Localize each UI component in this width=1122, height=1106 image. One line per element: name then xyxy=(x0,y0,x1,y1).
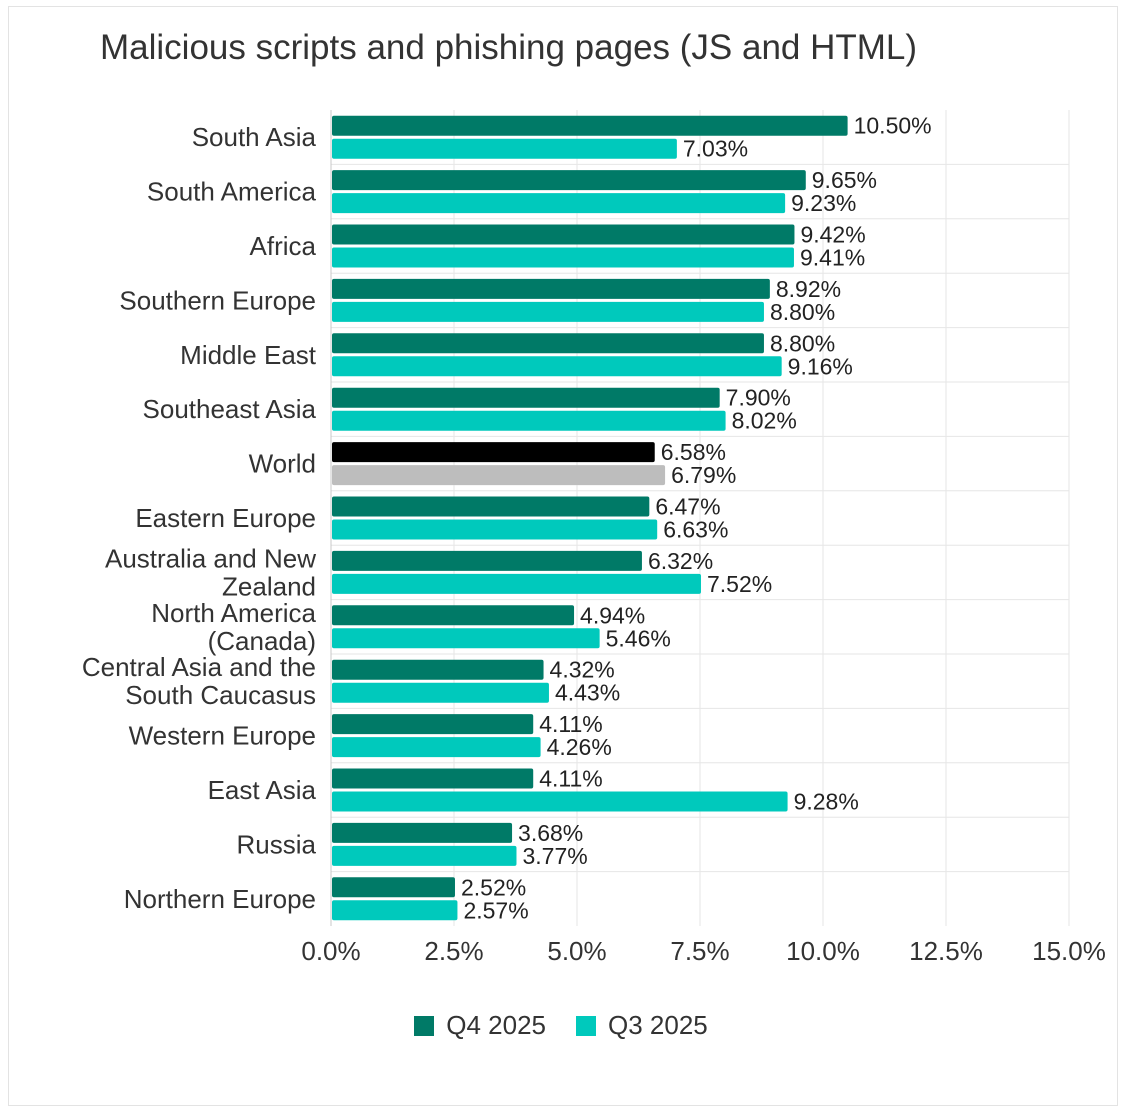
bar-q4 xyxy=(332,768,534,789)
bar-q3 xyxy=(332,900,458,921)
bar-q3 xyxy=(332,682,549,703)
category-label: Russia xyxy=(237,829,317,859)
bar-q4 xyxy=(332,170,806,191)
category-label: Northern Europe xyxy=(124,884,316,914)
category-label: Middle East xyxy=(180,340,317,370)
legend-item-q3[interactable]: Q3 2025 xyxy=(576,1010,708,1041)
bar-q3 xyxy=(332,737,541,758)
bar-q4 xyxy=(332,822,513,843)
legend-swatch-q4 xyxy=(414,1015,435,1036)
data-label: 6.47% xyxy=(655,494,720,520)
data-label: 8.80% xyxy=(770,299,835,325)
data-label: 6.32% xyxy=(648,548,713,574)
data-label: 2.57% xyxy=(463,897,528,923)
bar-q3 xyxy=(332,791,788,812)
bar-q4 xyxy=(332,278,770,299)
bar-q4 xyxy=(332,115,848,136)
bar-q4 xyxy=(332,333,764,354)
data-label: 8.02% xyxy=(732,408,797,434)
legend: Q4 2025 Q3 2025 xyxy=(0,1010,1122,1041)
category-label: (Canada) xyxy=(208,626,316,656)
category-label: Africa xyxy=(250,231,317,261)
bar-q4 xyxy=(332,387,720,408)
bar-q4 xyxy=(332,605,575,626)
category-label: Central Asia and the xyxy=(82,652,316,682)
data-label: 6.63% xyxy=(663,517,728,543)
category-label: Eastern Europe xyxy=(135,503,316,533)
data-label: 7.52% xyxy=(707,571,772,597)
bar-q4 xyxy=(332,714,534,735)
category-label: Southern Europe xyxy=(119,285,316,315)
data-label: 3.68% xyxy=(518,820,583,846)
data-label: 5.46% xyxy=(606,625,671,651)
bar-q3 xyxy=(332,138,677,159)
category-label: South Caucasus xyxy=(125,680,316,710)
data-label: 2.52% xyxy=(461,874,526,900)
category-label: World xyxy=(249,449,316,479)
category-label: Australia and New xyxy=(105,543,316,573)
bar-q4 xyxy=(332,659,544,680)
bar-chart: 0.0% 2.5% 5.0% 7.5% 10.0% 12.5% 15.0% South Asi… xyxy=(82,110,1106,966)
bar-q4 xyxy=(332,224,795,245)
data-label: 4.11% xyxy=(539,711,603,737)
data-label: 4.32% xyxy=(550,657,615,683)
bar-q3 xyxy=(332,845,517,866)
bar-q4 xyxy=(332,496,650,517)
category-label: Zealand xyxy=(222,571,316,601)
data-label: 9.16% xyxy=(788,353,853,379)
data-label: 7.90% xyxy=(726,385,791,411)
data-label: 6.58% xyxy=(661,439,726,465)
bar-q4 xyxy=(332,877,455,898)
data-label: 9.65% xyxy=(812,167,877,193)
category-label: South America xyxy=(147,177,317,207)
category-label: North America xyxy=(151,598,316,628)
data-label: 9.42% xyxy=(800,222,865,248)
x-tick-label: 15.0% xyxy=(1032,936,1106,966)
data-label: 4.43% xyxy=(555,680,620,706)
bar-q3 xyxy=(332,519,658,540)
data-label: 8.92% xyxy=(776,276,841,302)
bar-q3 xyxy=(332,247,794,268)
data-label: 7.03% xyxy=(683,136,748,162)
x-tick-label: 5.0% xyxy=(547,936,606,966)
x-tick-label: 12.5% xyxy=(909,936,983,966)
data-label: 9.23% xyxy=(791,190,856,216)
data-label: 4.26% xyxy=(547,734,612,760)
x-tick-label: 7.5% xyxy=(670,936,729,966)
data-label: 9.28% xyxy=(794,789,859,815)
bar-q3 xyxy=(332,573,701,594)
x-tick-label: 10.0% xyxy=(786,936,860,966)
legend-item-q4[interactable]: Q4 2025 xyxy=(414,1010,546,1041)
bar-q3 xyxy=(332,356,782,377)
bar-q3 xyxy=(332,628,600,649)
data-label: 9.41% xyxy=(800,245,865,271)
bar-q3 xyxy=(332,410,726,431)
data-label: 8.80% xyxy=(770,330,835,356)
data-label: 4.94% xyxy=(580,602,645,628)
bar-q3 xyxy=(332,465,666,486)
bar-q3 xyxy=(332,301,764,322)
category-label: South Asia xyxy=(192,122,317,152)
data-label: 4.11% xyxy=(539,766,603,792)
chart-title: Malicious scripts and phishing pages (JS… xyxy=(100,28,918,67)
x-tick-label: 2.5% xyxy=(424,936,483,966)
bar-q3 xyxy=(332,193,786,214)
legend-label-q4: Q4 2025 xyxy=(446,1010,546,1040)
category-label: Southeast Asia xyxy=(143,394,317,424)
data-label: 3.77% xyxy=(522,843,587,869)
category-label: East Asia xyxy=(208,775,317,805)
bar-q4 xyxy=(332,442,655,463)
category-label: Western Europe xyxy=(129,721,316,751)
data-label: 10.50% xyxy=(854,113,932,139)
data-label: 6.79% xyxy=(671,462,736,488)
x-tick-label: 0.0% xyxy=(301,936,360,966)
legend-label-q3: Q3 2025 xyxy=(608,1010,708,1040)
bar-q4 xyxy=(332,550,642,571)
legend-swatch-q3 xyxy=(576,1015,596,1036)
